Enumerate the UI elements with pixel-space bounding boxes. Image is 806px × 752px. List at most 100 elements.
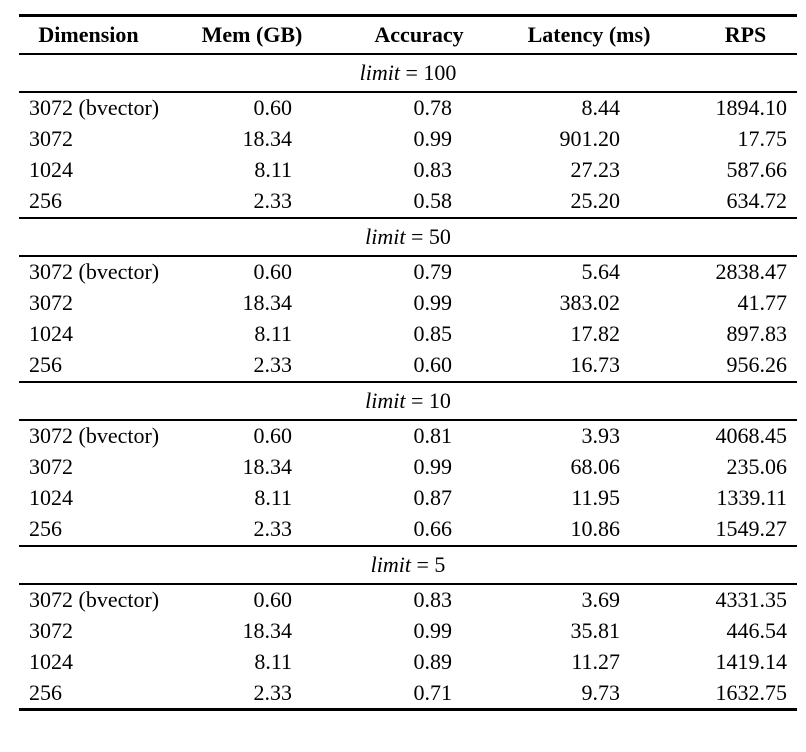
cell-mem-gb: 18.34	[242, 289, 293, 315]
cell-accuracy: 0.85	[413, 321, 453, 347]
cell-accuracy: 0.79	[413, 258, 453, 284]
table-row: 3072 18.34 0.99 68.06 235.06	[19, 451, 797, 483]
cell-mem-gb: 8.11	[254, 485, 292, 511]
cell-latency-ms: 11.27	[571, 649, 620, 675]
section-title-label: limit = 100	[19, 54, 797, 92]
limit-word: limit	[370, 551, 411, 577]
section-title-limit-10: limit = 10	[19, 381, 797, 420]
cell-accuracy: 0.78	[413, 94, 453, 120]
table-row: 1024 8.11 0.87 11.95 1339.11	[19, 483, 797, 515]
cell-accuracy: 0.89	[413, 649, 453, 675]
table-row: 256 2.33 0.71 9.73 1632.75	[19, 678, 797, 710]
cell-latency-ms: 9.73	[581, 680, 621, 705]
column-header-mem-gb: Mem (GB)	[201, 21, 303, 47]
cell-rps: 446.54	[726, 617, 788, 643]
table-row: 1024 8.11 0.89 11.27 1419.14	[19, 647, 797, 679]
table-row: 3072 18.34 0.99 383.02 41.77	[19, 287, 797, 319]
column-header-rps: RPS	[724, 21, 767, 47]
cell-rps: 634.72	[726, 188, 788, 214]
section-title-limit-5: limit = 5	[19, 545, 797, 584]
section-title-limit-100: limit = 100	[19, 53, 797, 92]
cell-accuracy: 0.66	[413, 516, 453, 542]
table-row: 3072 (bvector) 0.60 0.79 5.64 2838.47	[19, 256, 797, 288]
cell-mem-gb: 8.11	[254, 649, 292, 675]
cell-mem-gb: 0.60	[253, 258, 293, 284]
cell-rps: 956.26	[726, 352, 788, 378]
section-title-label: limit = 10	[19, 382, 797, 420]
cell-latency-ms: 68.06	[570, 453, 621, 479]
cell-dimension: 1024	[29, 485, 73, 511]
cell-rps: 1339.11	[716, 485, 787, 511]
cell-dimension: 256	[29, 352, 62, 378]
limit-word: limit	[365, 223, 406, 249]
cell-latency-ms: 901.20	[559, 125, 621, 151]
cell-dimension: 256	[29, 188, 62, 214]
cell-dimension: 3072 (bvector)	[29, 258, 160, 284]
benchmark-results-table: Dimension Mem (GB) Accuracy Latency (ms)…	[19, 14, 797, 711]
cell-accuracy: 0.83	[413, 586, 453, 612]
cell-dimension: 3072 (bvector)	[29, 422, 160, 448]
table-row: 3072 (bvector) 0.60 0.78 8.44 1894.10	[19, 92, 797, 124]
cell-dimension: 3072	[29, 289, 73, 315]
cell-dimension: 1024	[29, 157, 73, 183]
column-header-accuracy: Accuracy	[374, 21, 464, 47]
cell-rps: 235.06	[726, 453, 788, 479]
cell-accuracy: 0.58	[413, 188, 453, 214]
table-row: 256 2.33 0.60 16.73 956.26	[19, 350, 797, 382]
section-title-label: limit = 5	[19, 546, 797, 584]
cell-accuracy: 0.60	[413, 352, 453, 378]
cell-latency-ms: 17.82	[570, 321, 621, 347]
cell-dimension: 3072	[29, 125, 73, 151]
table-row: 1024 8.11 0.85 17.82 897.83	[19, 319, 797, 351]
cell-latency-ms: 11.95	[571, 485, 620, 511]
cell-mem-gb: 18.34	[242, 453, 293, 479]
cell-latency-ms: 3.93	[581, 422, 621, 448]
cell-dimension: 3072 (bvector)	[29, 94, 160, 120]
cell-mem-gb: 2.33	[253, 352, 293, 378]
cell-accuracy: 0.99	[413, 289, 453, 315]
table-row: 3072 (bvector) 0.60 0.81 3.93 4068.45	[19, 420, 797, 452]
cell-rps: 4331.35	[715, 586, 788, 612]
cell-dimension: 3072 (bvector)	[29, 586, 160, 612]
cell-dimension: 3072	[29, 453, 73, 479]
cell-rps: 1419.14	[715, 649, 788, 675]
cell-mem-gb: 8.11	[254, 157, 292, 183]
table-row: 256 2.33 0.66 10.86 1549.27	[19, 514, 797, 546]
cell-accuracy: 0.87	[413, 485, 453, 511]
limit-value: = 50	[405, 223, 451, 249]
cell-mem-gb: 18.34	[242, 125, 293, 151]
cell-latency-ms: 27.23	[570, 157, 621, 183]
cell-dimension: 1024	[29, 321, 73, 347]
cell-rps: 2838.47	[715, 258, 788, 284]
cell-mem-gb: 2.33	[253, 516, 293, 542]
table-row: 1024 8.11 0.83 27.23 587.66	[19, 155, 797, 187]
cell-mem-gb: 2.33	[253, 680, 293, 705]
cell-latency-ms: 3.69	[581, 586, 621, 612]
section-title-label: limit = 50	[19, 218, 797, 256]
limit-value: = 5	[410, 551, 446, 577]
cell-latency-ms: 5.64	[581, 258, 621, 284]
column-header-dimension: Dimension	[38, 21, 139, 47]
table-header-row: Dimension Mem (GB) Accuracy Latency (ms)…	[19, 15, 797, 54]
table-row: 256 2.33 0.58 25.20 634.72	[19, 186, 797, 218]
cell-latency-ms: 16.73	[570, 352, 621, 378]
table-row: 3072 (bvector) 0.60 0.83 3.69 4331.35	[19, 584, 797, 616]
column-header-latency-ms: Latency (ms)	[527, 21, 651, 47]
cell-dimension: 256	[29, 516, 62, 542]
cell-rps: 1632.75	[715, 680, 788, 705]
section-title-limit-50: limit = 50	[19, 217, 797, 256]
cell-latency-ms: 383.02	[559, 289, 621, 315]
cell-mem-gb: 0.60	[253, 586, 293, 612]
table-row: 3072 18.34 0.99 901.20 17.75	[19, 123, 797, 155]
cell-mem-gb: 8.11	[254, 321, 292, 347]
limit-word: limit	[359, 59, 400, 85]
limit-word: limit	[365, 387, 406, 413]
limit-value: = 100	[399, 59, 457, 85]
cell-accuracy: 0.81	[413, 422, 453, 448]
cell-rps: 1894.10	[715, 94, 788, 120]
cell-accuracy: 0.83	[413, 157, 453, 183]
cell-accuracy: 0.99	[413, 617, 453, 643]
cell-dimension: 1024	[29, 649, 73, 675]
cell-rps: 17.75	[737, 125, 788, 151]
